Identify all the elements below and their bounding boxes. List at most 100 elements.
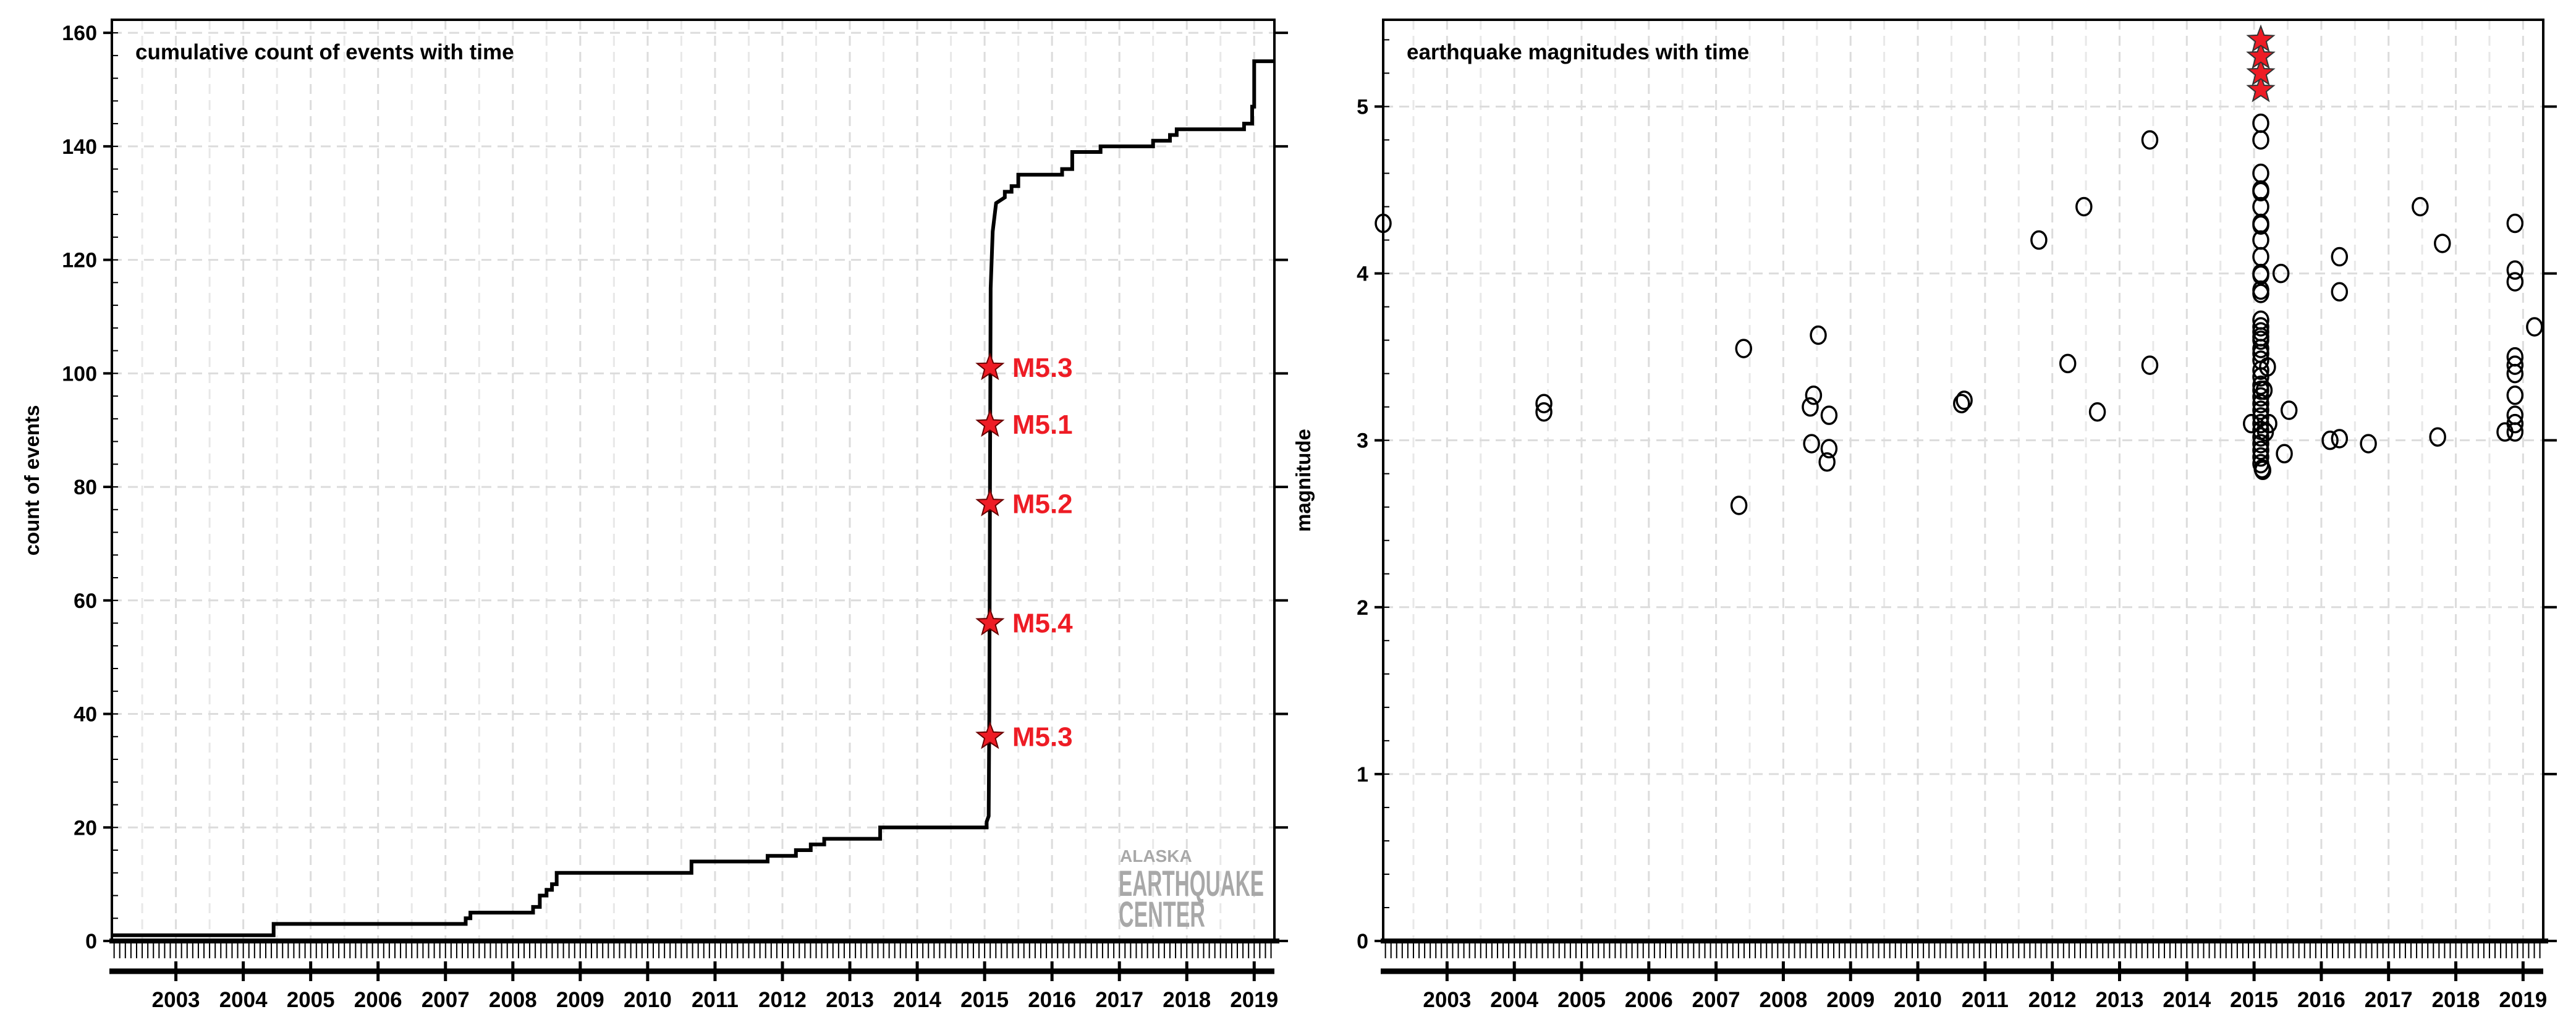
data-point (2280, 400, 2298, 420)
x-tick-label: 2018 (1163, 988, 1211, 1012)
x-tick-label: 2004 (219, 988, 268, 1012)
data-point (1535, 394, 1553, 413)
data-point (2260, 413, 2277, 434)
data-point (2252, 447, 2269, 467)
star-marker (975, 607, 1005, 636)
y-axis-label: count of events (20, 405, 43, 556)
data-point (1820, 405, 1838, 425)
y-tick-label: 140 (62, 135, 97, 159)
data-point (2059, 353, 2077, 374)
x-tick-label: 2005 (287, 988, 335, 1012)
data-point (2506, 422, 2524, 442)
data-point (1375, 213, 1392, 234)
data-point (2331, 247, 2349, 267)
x-tick-label: 2018 (2432, 988, 2480, 1012)
data-point (2526, 317, 2543, 337)
plot-frame (111, 19, 1276, 942)
logo-text: ALASKA (1120, 846, 1192, 866)
y-axis-label: magnitude (1292, 429, 1315, 532)
cumulative-line (112, 59, 1274, 937)
y-tick-label: 160 (62, 22, 97, 45)
data-point (2429, 427, 2446, 447)
x-tick-label: 2015 (2230, 988, 2278, 1012)
x-tick-label: 2017 (2365, 988, 2413, 1012)
data-point (2506, 385, 2524, 405)
data-point (2254, 460, 2272, 481)
y-tick-label: 20 (74, 816, 97, 840)
y-tick-label: 0 (85, 930, 97, 953)
data-point (2141, 130, 2159, 150)
y-tick-label: 120 (62, 249, 97, 272)
x-tick-label: 2009 (1826, 988, 1875, 1012)
y-tick-label: 1 (1357, 763, 1368, 787)
x-tick-label: 2010 (1894, 988, 1942, 1012)
data-point (2276, 444, 2293, 464)
data-point (1818, 452, 1836, 472)
data-point (1805, 385, 1823, 405)
data-point (2243, 413, 2260, 434)
data-point (2252, 434, 2269, 453)
x-tick-label: 2007 (422, 988, 470, 1012)
star-marker (975, 352, 1005, 381)
x-tick-label: 2017 (1095, 988, 1143, 1012)
x-tick-label: 2007 (1692, 988, 1740, 1012)
data-point (2252, 215, 2269, 235)
x-tick-label: 2011 (692, 988, 739, 1012)
x-tick-label: 2008 (489, 988, 537, 1012)
data-point (2252, 182, 2269, 201)
data-point (2252, 427, 2269, 447)
y-tick-label: 80 (74, 476, 97, 499)
data-point (2252, 441, 2269, 460)
chart-title: earthquake magnitudes with time (1407, 40, 1749, 64)
x-tick-label: 2013 (826, 988, 874, 1012)
y-tick-label: 0 (1357, 930, 1368, 953)
star-marker (975, 488, 1005, 517)
data-point (2252, 330, 2269, 350)
data-point (2434, 234, 2451, 253)
data-point (2252, 339, 2269, 358)
data-point (2321, 430, 2339, 450)
data-point (2506, 363, 2524, 384)
y-tick-label: 2 (1357, 596, 1368, 620)
data-point (2506, 272, 2524, 292)
data-point (2331, 282, 2349, 302)
y-tick-label: 3 (1357, 429, 1368, 453)
data-point (2331, 429, 2349, 449)
x-tick-label: 2014 (2163, 988, 2211, 1012)
x-tick-label: 2011 (1962, 988, 2009, 1012)
x-tick-label: 2019 (2499, 988, 2547, 1012)
data-point (1955, 390, 1973, 410)
data-point (2252, 163, 2269, 183)
data-point (2252, 394, 2269, 413)
data-point (2252, 284, 2269, 303)
data-point (2506, 355, 2524, 375)
x-tick-label: 2009 (556, 988, 604, 1012)
data-point (2506, 260, 2524, 280)
x-tick-label: 2010 (624, 988, 672, 1012)
data-point (2506, 213, 2524, 234)
data-point (1810, 325, 1827, 345)
x-tick-label: 2015 (960, 988, 1009, 1012)
magnitude-label: M5.3 (1012, 353, 1073, 383)
x-tick-label: 2019 (1230, 988, 1278, 1012)
magnitude-label: M5.2 (1012, 489, 1073, 520)
logo-text: CENTER (1119, 895, 1205, 935)
data-point (2259, 357, 2276, 377)
x-tick-label: 2012 (758, 988, 807, 1012)
data-point (2075, 196, 2093, 217)
star-marker (2246, 57, 2276, 86)
star-marker (2246, 74, 2276, 103)
plot-frame (1382, 19, 2544, 942)
y-tick-label: 5 (1357, 95, 1368, 119)
logo-text: EARTHQUAKE (1119, 864, 1264, 904)
star-marker (975, 721, 1005, 749)
x-tick-label: 2005 (1557, 988, 1606, 1012)
data-point (1820, 439, 1838, 458)
data-point (1803, 434, 1820, 453)
data-point (2272, 263, 2290, 284)
data-point (2360, 434, 2377, 453)
star-marker (2246, 24, 2276, 53)
data-point (2252, 130, 2269, 150)
panel-cumulative: 0 20 40 60 80 100 120 140 160 2003 2004 2005 2006 200… (20, 19, 1288, 1012)
